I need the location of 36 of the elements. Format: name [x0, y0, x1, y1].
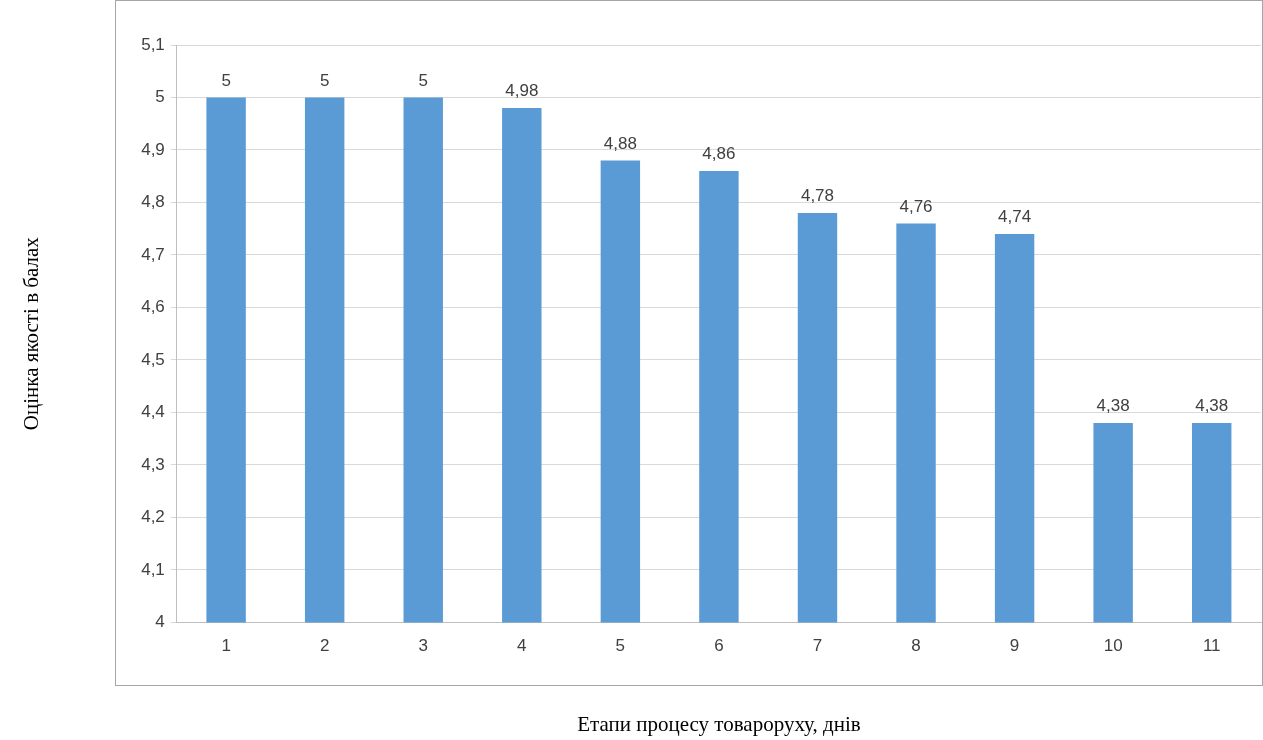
data-label: 5 — [319, 70, 330, 90]
y-tick-label: 4,2 — [141, 507, 165, 527]
y-tick-label: 4,1 — [141, 559, 165, 579]
x-tick-label: 2 — [319, 636, 330, 656]
data-label: 4,76 — [899, 196, 933, 216]
x-tick-label: 7 — [812, 636, 823, 656]
x-tick-label: 10 — [1103, 636, 1123, 656]
y-tick-label: 4,3 — [141, 454, 165, 474]
y-tick-label: 5 — [155, 87, 165, 107]
x-tick-label: 3 — [418, 636, 428, 656]
x-tick-label: 5 — [615, 636, 626, 656]
y-tick-label: 4,6 — [141, 297, 165, 317]
y-tick-label: 4,8 — [141, 192, 165, 212]
data-label: 4,74 — [998, 207, 1032, 227]
data-label: 4,38 — [1195, 396, 1229, 416]
y-tick-label: 4 — [155, 612, 165, 632]
x-tick-label: 1 — [221, 636, 231, 656]
y-axis-title: Оцінка якості в балах — [19, 236, 44, 431]
y-tick-label: 4,4 — [141, 402, 165, 422]
data-label: 4,38 — [1096, 396, 1130, 416]
data-label: 5 — [221, 70, 231, 90]
data-label: 4,78 — [800, 186, 835, 206]
x-tick-label: 11 — [1202, 636, 1221, 656]
x-tick-label: 6 — [714, 636, 724, 656]
data-label: 4,86 — [702, 144, 736, 164]
data-label: 4,88 — [603, 133, 637, 153]
x-axis-title: Етапи процесу товароруху, днів — [577, 711, 861, 736]
x-tick-label: 8 — [911, 636, 921, 656]
y-tick-label: 4,7 — [141, 244, 165, 264]
x-tick-label: 9 — [1009, 636, 1020, 656]
y-tick-label: 5,1 — [141, 34, 165, 54]
data-label: 4,98 — [505, 81, 539, 101]
x-tick-label: 4 — [517, 636, 527, 656]
y-tick-label: 4,9 — [141, 139, 165, 159]
y-tick-label: 4,5 — [141, 349, 165, 369]
data-label: 5 — [418, 70, 428, 90]
